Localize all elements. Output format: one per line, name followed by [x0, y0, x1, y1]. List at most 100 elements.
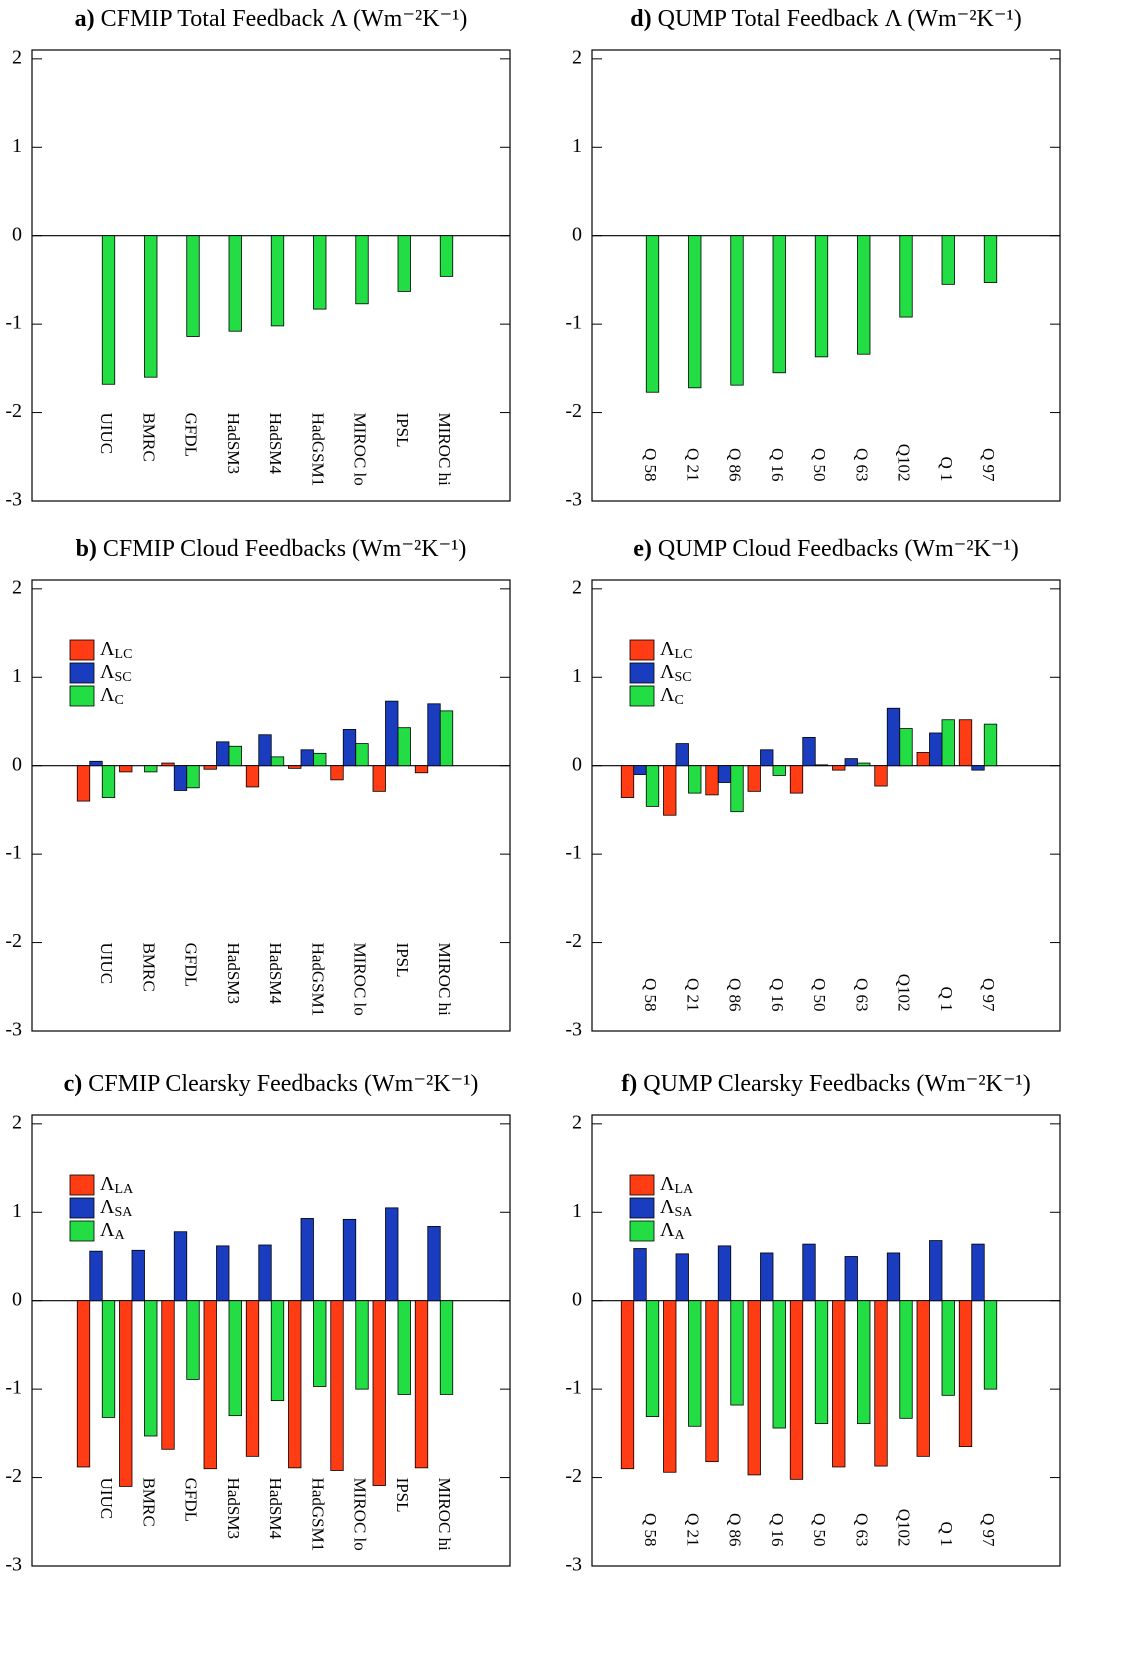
legend-symbol: Λ [100, 1219, 115, 1241]
bar [857, 762, 871, 767]
bar [330, 765, 344, 781]
legend-symbol: Λ [100, 1196, 115, 1218]
x-tick-label: Q 50 [810, 1513, 829, 1547]
y-tick-label: -3 [565, 1019, 582, 1041]
legend-label: ΛLC [100, 638, 132, 663]
x-tick-label: HadSM4 [266, 1478, 285, 1540]
x-tick-label: Q 58 [641, 978, 660, 1012]
y-tick-label: -1 [5, 312, 22, 334]
x-tick-label: Q 86 [726, 1513, 745, 1547]
x-tick-label: BMRC [139, 413, 158, 462]
x-tick-label: GFDL [182, 943, 201, 987]
bar [772, 1300, 786, 1429]
bar [427, 1226, 441, 1302]
legend-swatch [629, 1197, 655, 1219]
panel-label: f) [621, 1071, 637, 1097]
bar [186, 235, 200, 337]
bar [832, 765, 846, 771]
bar [916, 1300, 930, 1457]
bar [414, 1300, 429, 1469]
bar [789, 1300, 804, 1480]
bar [439, 1300, 454, 1395]
legend-subscript: A [115, 1228, 126, 1243]
x-tick-label: HadSM3 [224, 413, 243, 474]
bar [645, 765, 660, 807]
chart-title: e) QUMP Cloud Feedbacks (Wm⁻²K⁻¹) [633, 536, 1018, 562]
x-tick-label: MIROC hi [435, 1478, 454, 1551]
plot-frame [31, 1114, 511, 1567]
bar [929, 732, 943, 767]
bar [342, 1218, 357, 1302]
y-tick-label: -1 [565, 312, 582, 334]
x-tick-label: MIROC hi [435, 943, 454, 1016]
bar [688, 1300, 702, 1427]
bar [760, 1252, 774, 1302]
bar [663, 765, 677, 816]
bar [705, 765, 719, 796]
legend-label: ΛLA [100, 1173, 134, 1198]
legend-subscript: LC [115, 647, 133, 662]
bar [228, 235, 242, 332]
y-tick-label: 0 [572, 223, 582, 245]
legend-subscript: A [675, 1228, 686, 1243]
bar [899, 1300, 913, 1419]
title-text: CFMIP Clearsky Feedbacks (Wm⁻²K⁻¹) [88, 1071, 478, 1097]
x-tick-label: GFDL [182, 1478, 201, 1522]
x-tick-label: UIUC [97, 1478, 116, 1520]
chart-title: f) QUMP Clearsky Feedbacks (Wm⁻²K⁻¹) [621, 1071, 1030, 1097]
bar [355, 1300, 369, 1390]
y-tick-label: 1 [572, 135, 582, 157]
title-text: QUMP Clearsky Feedbacks (Wm⁻²K⁻¹) [643, 1071, 1030, 1097]
bar [300, 1218, 314, 1302]
bar [397, 727, 411, 767]
bar [802, 737, 816, 767]
x-tick-label: Q 97 [979, 448, 998, 482]
y-tick-label: -1 [565, 842, 582, 864]
x-tick-label: Q 50 [810, 448, 829, 482]
x-tick-label: Q 97 [979, 1513, 998, 1547]
legend-subscript: LA [675, 1182, 695, 1197]
bar [216, 1245, 230, 1302]
y-tick-label: -2 [565, 1465, 582, 1487]
bar [789, 765, 804, 794]
x-tick-label: Q 1 [937, 1522, 956, 1547]
plot-frame [31, 49, 511, 502]
bar [228, 1300, 242, 1417]
bar [313, 235, 327, 310]
bar [258, 1244, 272, 1302]
bar [372, 1300, 386, 1486]
y-tick-label: 0 [572, 753, 582, 775]
bar [675, 743, 689, 767]
y-tick-label: 2 [572, 576, 582, 598]
bar [874, 765, 888, 787]
bar [414, 765, 429, 774]
x-tick-label: Q 16 [768, 978, 787, 1012]
bar [971, 1243, 985, 1302]
bar [173, 765, 188, 791]
legend-subscript: C [675, 693, 684, 708]
bar [717, 1245, 732, 1302]
bar [916, 752, 930, 767]
bar [832, 1300, 846, 1468]
x-tick-label: BMRC [139, 1478, 158, 1527]
bar [228, 745, 242, 767]
bar [633, 765, 647, 775]
x-tick-label: Q 1 [937, 987, 956, 1012]
y-tick-label: -2 [565, 930, 582, 952]
bar [730, 1300, 744, 1406]
bar [186, 1300, 200, 1380]
bar [397, 1300, 411, 1395]
legend-label: ΛLA [660, 1173, 694, 1198]
bar [76, 765, 91, 802]
legend-swatch [629, 1174, 655, 1196]
chart-title: a) CFMIP Total Feedback Λ (Wm⁻²K⁻¹) [75, 6, 468, 32]
panel-label: e) [633, 536, 652, 562]
legend-label: ΛC [100, 684, 124, 709]
bar [645, 1300, 660, 1417]
legend-label: ΛA [100, 1219, 126, 1244]
legend-label: ΛSA [660, 1196, 693, 1221]
y-tick-label: 0 [12, 223, 22, 245]
panel-label: a) [75, 6, 95, 32]
bar [270, 235, 285, 327]
y-tick-label: 0 [12, 1288, 22, 1310]
